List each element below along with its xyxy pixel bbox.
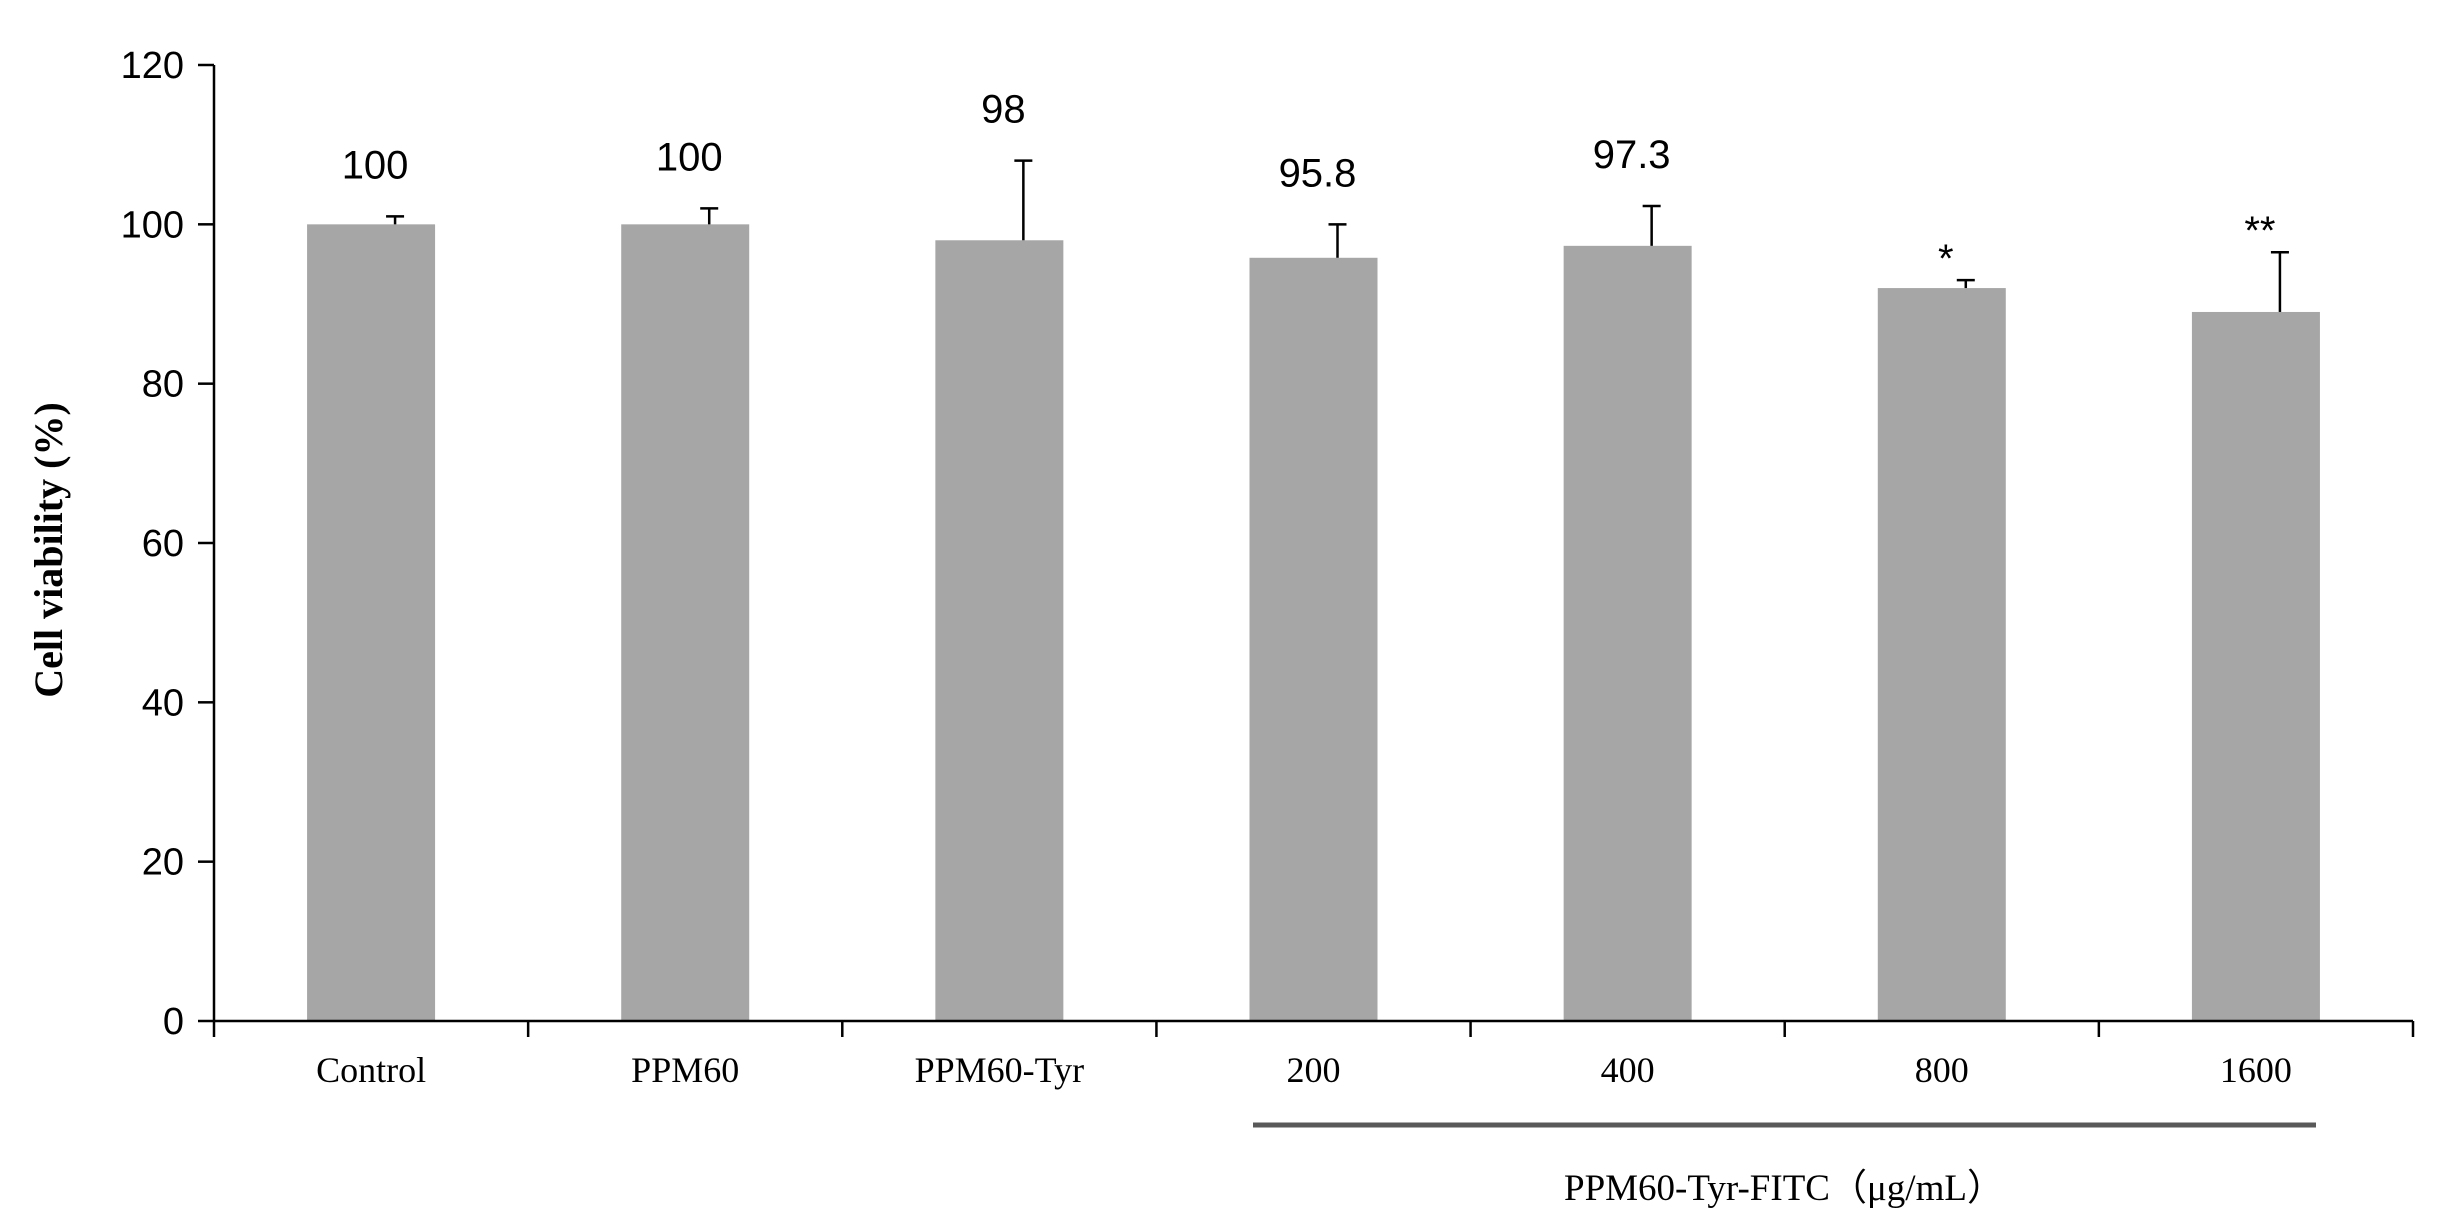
bar-800 bbox=[1877, 288, 2006, 1022]
x-tick-label: 800 bbox=[1915, 1050, 1969, 1090]
bar-400 bbox=[1563, 245, 1692, 1022]
y-tick-label: 100 bbox=[121, 204, 184, 246]
bar-1600 bbox=[2191, 311, 2320, 1021]
bar-control bbox=[307, 224, 436, 1022]
y-tick-label: 120 bbox=[121, 45, 184, 87]
y-axis-label: Cell viability (%) bbox=[26, 402, 71, 698]
axes-layer: 0 20 40 60 80 100 120 Control PPM60 PPM60-Tyr 200 4… bbox=[121, 45, 2415, 1090]
data-label: 100 bbox=[656, 135, 723, 179]
y-tick-label: 40 bbox=[142, 682, 184, 724]
y-tick-label: 60 bbox=[142, 523, 184, 565]
x-tick-label: Control bbox=[316, 1050, 426, 1090]
x-tick-label: PPM60-Tyr bbox=[915, 1050, 1085, 1090]
significance-label: * bbox=[1938, 237, 1954, 281]
y-tick-label: 20 bbox=[142, 842, 184, 884]
x-tick-label: PPM60 bbox=[631, 1050, 739, 1090]
significance-label: ** bbox=[2244, 209, 2275, 253]
y-tick-label: 80 bbox=[142, 364, 184, 406]
data-label: 100 bbox=[342, 143, 409, 187]
data-label: 95.8 bbox=[1279, 151, 1357, 195]
bar-ppm60-tyr bbox=[935, 240, 1064, 1021]
y-tick-label: 0 bbox=[163, 1001, 184, 1043]
bar-200 bbox=[1249, 257, 1378, 1021]
x-tick-label: 1600 bbox=[2220, 1050, 2292, 1090]
x-tick-label: 200 bbox=[1287, 1050, 1341, 1090]
x-tick-label: 400 bbox=[1601, 1050, 1655, 1090]
data-label: 98 bbox=[981, 88, 1026, 132]
bars-layer bbox=[307, 224, 2320, 1022]
bar-ppm60 bbox=[621, 224, 750, 1022]
data-label: 97.3 bbox=[1593, 133, 1671, 177]
group-label: PPM60-Tyr-FITC（μg/mL） bbox=[1564, 1168, 2004, 1209]
error-bars-layer bbox=[386, 159, 2289, 312]
